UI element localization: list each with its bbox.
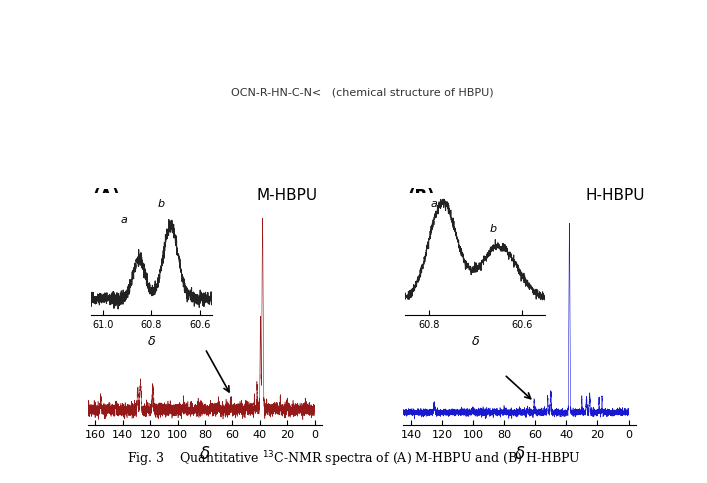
Text: M-HBPU: M-HBPU: [256, 187, 317, 202]
Text: H-HBPU: H-HBPU: [585, 187, 645, 202]
Text: (A): (A): [93, 187, 121, 206]
X-axis label: δ: δ: [200, 445, 210, 464]
Text: Fig. 3    Quantitative $^{13}$C-NMR spectra of (A) M-HBPU and (B) H-HBPU: Fig. 3 Quantitative $^{13}$C-NMR spectra…: [127, 449, 580, 469]
Text: OCN-R-HN-C-N<   (chemical structure of HBPU): OCN-R-HN-C-N< (chemical structure of HBP…: [231, 87, 493, 98]
X-axis label: δ: δ: [515, 445, 525, 464]
Text: (B): (B): [408, 187, 436, 206]
